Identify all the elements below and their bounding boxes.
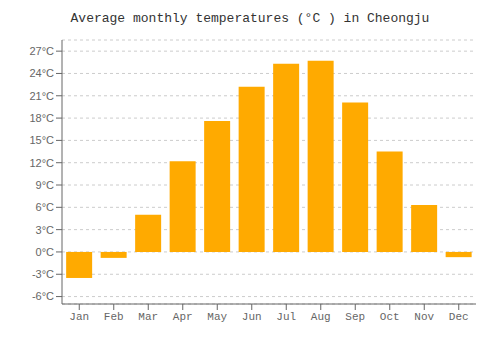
svg-text:21°C: 21°C [29,90,54,102]
svg-text:3°C: 3°C [36,224,55,236]
svg-text:24°C: 24°C [29,67,54,79]
svg-text:6°C: 6°C [36,201,55,213]
svg-text:Jan: Jan [69,311,89,323]
svg-text:9°C: 9°C [36,179,55,191]
svg-text:Aug: Aug [311,311,331,323]
svg-text:May: May [207,311,227,323]
svg-text:Nov: Nov [414,311,434,323]
svg-text:Jul: Jul [276,311,296,323]
svg-text:-6°C: -6°C [32,290,54,302]
svg-text:18°C: 18°C [29,112,54,124]
svg-text:27°C: 27°C [29,45,54,57]
svg-text:12°C: 12°C [29,157,54,169]
svg-text:Apr: Apr [173,311,193,323]
svg-text:Jun: Jun [242,311,262,323]
svg-text:0°C: 0°C [36,246,55,258]
html-text:Average monthly temperatures (: Average monthly temperatures (°C ) in Ch… [70,11,430,26]
svg-text:Sep: Sep [345,311,365,323]
svg-text:15°C: 15°C [29,134,54,146]
svg-text:Mar: Mar [138,311,158,323]
svg-text:Feb: Feb [104,311,124,323]
svg-text:Oct: Oct [380,311,400,323]
svg-text:Dec: Dec [449,311,469,323]
svg-text:-3°C: -3°C [32,268,54,280]
